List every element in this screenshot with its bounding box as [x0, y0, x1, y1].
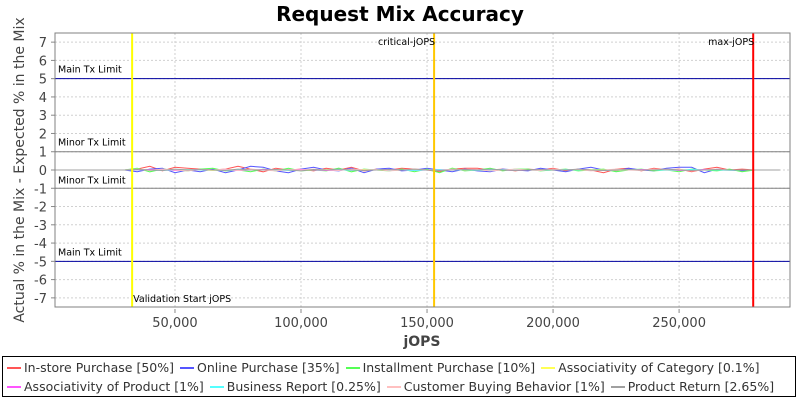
limit-line-label: Main Tx Limit — [58, 65, 122, 76]
marker-label: Validation Start jOPS — [133, 294, 231, 305]
legend-swatch — [610, 385, 625, 388]
chart-title: Request Mix Accuracy — [276, 2, 524, 26]
plot-area — [54, 32, 791, 308]
x-tick-label: 250,000 — [652, 316, 706, 331]
legend-label: Installment Purchase [10%] — [362, 360, 536, 375]
legend-item: Installment Purchase [10%] — [345, 360, 536, 375]
legend-label: In-store Purchase [50%] — [24, 360, 174, 375]
legend-item: Customer Buying Behavior [1%] — [386, 379, 605, 394]
marker-label: critical-jOPS — [378, 37, 435, 48]
x-axis-label: jOPS — [402, 334, 440, 350]
x-tick-label: 200,000 — [526, 316, 580, 331]
y-tick-label: 1 — [39, 146, 47, 161]
y-tick-label: -2 — [34, 201, 47, 216]
y-tick-label: 7 — [39, 36, 47, 51]
legend-item: Associativity of Product [1%] — [7, 379, 204, 394]
x-tick-label: 100,000 — [274, 316, 328, 331]
legend-swatch — [179, 366, 194, 369]
request-mix-chart: Request Mix Accuracy Actual % in the Mix… — [12, 2, 791, 350]
legend: In-store Purchase [50%] Online Purchase [… — [2, 356, 796, 397]
y-tick-label: 2 — [39, 127, 47, 142]
x-tick-label: 50,000 — [152, 316, 198, 331]
legend-swatch — [386, 385, 401, 388]
y-tick-label: 3 — [39, 109, 47, 124]
y-tick-label: -1 — [34, 182, 47, 197]
legend-item: In-store Purchase [50%] — [7, 360, 174, 375]
legend-label: Online Purchase [35%] — [196, 360, 340, 375]
legend-item: Online Purchase [35%] — [179, 360, 340, 375]
legend-swatch — [7, 366, 21, 369]
y-tick-label: -3 — [34, 219, 47, 234]
limit-line-label: Minor Tx Limit — [58, 138, 126, 149]
y-tick-label: 4 — [39, 91, 47, 106]
legend-item: Product Return [2.65%] — [610, 379, 775, 394]
legend-swatch — [541, 366, 556, 369]
legend-label: Business Report [0.25%] — [226, 379, 381, 394]
y-tick-label: -5 — [34, 255, 47, 270]
legend-label: Customer Buying Behavior [1%] — [403, 379, 605, 394]
y-tick-label: -7 — [34, 292, 47, 307]
y-tick-label: 6 — [39, 54, 47, 69]
y-tick-label: 0 — [39, 164, 47, 179]
limit-line-label: Main Tx Limit — [58, 247, 122, 258]
y-axis-label: Actual % in the Mix - Expected % in the … — [12, 17, 28, 322]
legend-label: Product Return [2.65%] — [627, 379, 775, 394]
legend-item: Associativity of Category [0.1%] — [541, 360, 760, 375]
marker-label: max-jOPS — [708, 37, 754, 48]
legend-item: Business Report [0.25%] — [209, 379, 381, 394]
series-line-7 — [55, 168, 780, 172]
y-tick-label: -4 — [34, 237, 47, 252]
legend-label: Associativity of Category [0.1%] — [558, 360, 760, 375]
y-tick-label: -6 — [34, 274, 47, 289]
legend-swatch — [209, 385, 224, 388]
legend-label: Associativity of Product [1%] — [24, 379, 204, 394]
limit-line-label: Minor Tx Limit — [58, 175, 126, 186]
legend-swatch — [7, 385, 21, 388]
x-tick-label: 150,000 — [400, 316, 454, 331]
y-tick-label: 5 — [39, 73, 47, 88]
legend-swatch — [345, 366, 360, 369]
